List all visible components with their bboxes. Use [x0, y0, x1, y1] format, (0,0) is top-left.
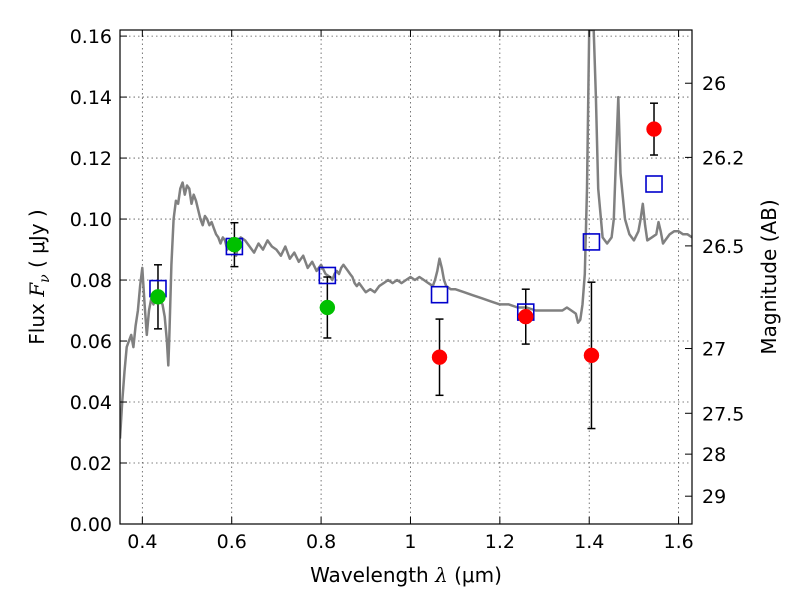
- nir-data-point: [518, 308, 534, 325]
- x-tick-label: 1: [404, 531, 416, 553]
- x-tick-label: 0.6: [217, 531, 247, 553]
- nir-data-point: [431, 349, 448, 365]
- optical-data-point: [319, 299, 336, 316]
- x-tick-label: 1.4: [574, 531, 604, 553]
- x-tick-label: 1.6: [663, 531, 693, 553]
- axis-ticks: 0.4 0.6 0.8 1 1.2 1.4 1.6 0.00 0.02 0.04 0.06 0.08 0…: [70, 26, 745, 553]
- plot-area: [120, 30, 692, 439]
- magnitude-tick-label: 27: [702, 339, 726, 361]
- y-tick-label: 0.16: [70, 26, 112, 48]
- magnitude-tick-label: 28: [702, 444, 726, 466]
- nir-data-point: [646, 121, 662, 137]
- x-tick-label: 0.4: [127, 531, 157, 553]
- model-square-point: [645, 175, 663, 193]
- magnitude-tick-label: 26.5: [702, 236, 744, 258]
- model-square-point: [430, 285, 449, 304]
- y-axis-right-label: Magnitude (AB): [757, 199, 781, 354]
- magnitude-tick-label: 27.5: [702, 403, 744, 425]
- optical-data-point: [150, 289, 166, 305]
- y-tick-label: 0.02: [70, 453, 112, 475]
- y-tick-label: 0.00: [70, 514, 112, 536]
- x-axis-label: Wavelength λ (μm): [310, 563, 502, 587]
- grid: [120, 30, 692, 525]
- magnitude-tick-label: 29: [702, 486, 726, 508]
- x-tick-label: 0.8: [306, 531, 336, 553]
- magnitude-tick-label: 26.2: [702, 147, 744, 169]
- y-tick-label: 0.08: [70, 270, 112, 292]
- optical-data-point: [226, 236, 243, 253]
- nir-data-point: [583, 347, 600, 364]
- spectrum-line: [120, 30, 692, 439]
- y-tick-label: 0.14: [70, 87, 112, 109]
- model-square-point: [582, 233, 601, 251]
- plot-frame: [119, 29, 693, 525]
- y-axis-label: Flux Fν ( μJy ): [25, 209, 53, 344]
- y-tick-label: 0.10: [70, 209, 112, 231]
- magnitude-tick-label: 26: [702, 73, 726, 95]
- y-tick-label: 0.04: [70, 392, 112, 414]
- y-tick-label: 0.06: [70, 331, 112, 353]
- y-tick-label: 0.12: [70, 148, 112, 170]
- model-square-point: [318, 266, 337, 285]
- x-tick-label: 1.2: [485, 531, 515, 553]
